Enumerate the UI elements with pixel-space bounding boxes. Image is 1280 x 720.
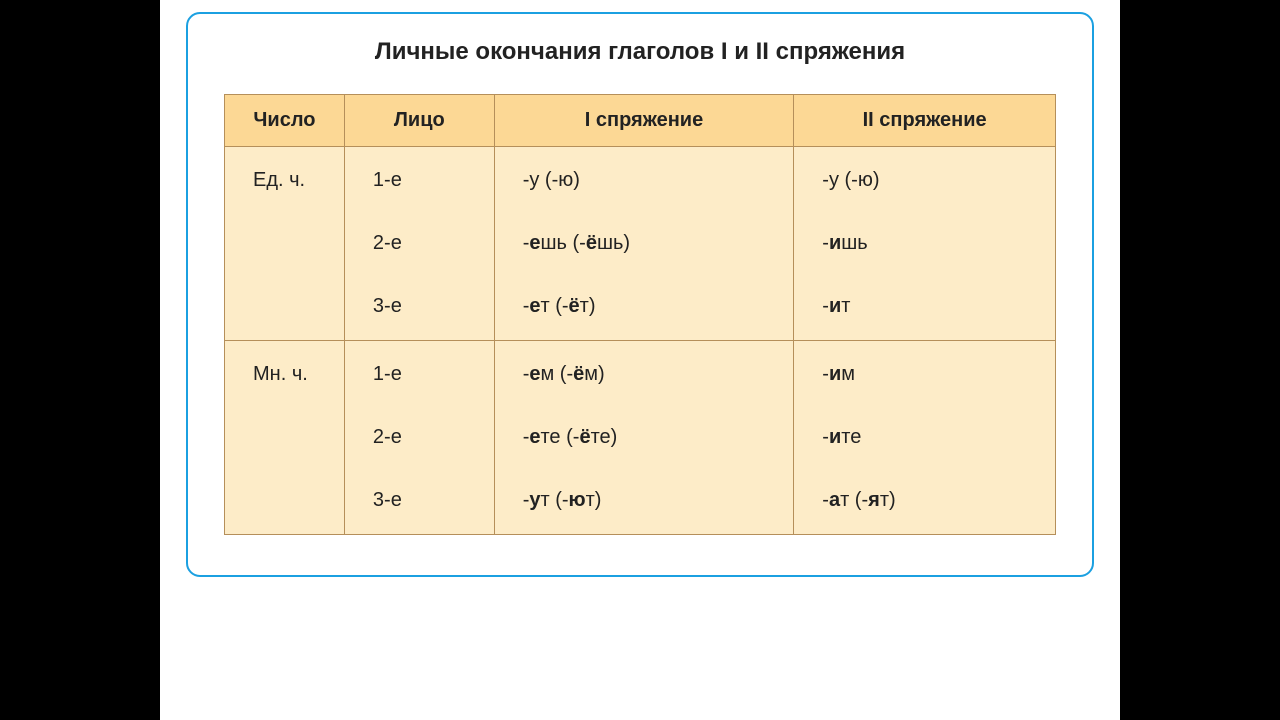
cell-conj1: -ете (-ёте) <box>494 406 794 469</box>
table-row: 2-е-ете (-ёте)-ите <box>225 406 1056 469</box>
table-row: 2-е-ешь (-ёшь)-ишь <box>225 212 1056 275</box>
cell-conj2: -им <box>794 341 1056 407</box>
cell-conj1: -ут (-ют) <box>494 469 794 535</box>
cell-number <box>225 275 345 341</box>
cell-conj2: -ишь <box>794 212 1056 275</box>
col-header-person: Лицо <box>344 95 494 147</box>
cell-person: 1-е <box>344 341 494 407</box>
table-row: 3-е-ет (-ёт)-ит <box>225 275 1056 341</box>
cell-conj1: -у (-ю) <box>494 147 794 213</box>
cell-person: 2-е <box>344 212 494 275</box>
table-row: 3-е-ут (-ют)-ат (-ят) <box>225 469 1056 535</box>
cell-number: Ед. ч. <box>225 147 345 213</box>
content-card: Личные окончания глаголов I и II спряжен… <box>186 12 1094 577</box>
cell-number <box>225 469 345 535</box>
cell-person: 3-е <box>344 275 494 341</box>
slide: Личные окончания глаголов I и II спряжен… <box>160 0 1120 720</box>
col-header-number: Число <box>225 95 345 147</box>
cell-conj2: -ит <box>794 275 1056 341</box>
col-header-conj2: II спряжение <box>794 95 1056 147</box>
conjugation-table: Число Лицо I спряжение II спряжение Ед. … <box>224 94 1056 535</box>
slide-title: Личные окончания глаголов I и II спряжен… <box>214 38 1066 66</box>
cell-conj2: -ите <box>794 406 1056 469</box>
cell-person: 1-е <box>344 147 494 213</box>
table-body: Ед. ч.1-е-у (-ю)-у (-ю)2-е-ешь (-ёшь)-иш… <box>225 147 1056 535</box>
cell-conj2: -ат (-ят) <box>794 469 1056 535</box>
cell-number <box>225 406 345 469</box>
col-header-conj1: I спряжение <box>494 95 794 147</box>
cell-person: 3-е <box>344 469 494 535</box>
cell-conj1: -ет (-ёт) <box>494 275 794 341</box>
cell-number: Мн. ч. <box>225 341 345 407</box>
cell-conj1: -ешь (-ёшь) <box>494 212 794 275</box>
table-row: Ед. ч.1-е-у (-ю)-у (-ю) <box>225 147 1056 213</box>
cell-number <box>225 212 345 275</box>
cell-person: 2-е <box>344 406 494 469</box>
table-header-row: Число Лицо I спряжение II спряжение <box>225 95 1056 147</box>
table-row: Мн. ч.1-е-ем (-ём)-им <box>225 341 1056 407</box>
cell-conj2: -у (-ю) <box>794 147 1056 213</box>
cell-conj1: -ем (-ём) <box>494 341 794 407</box>
